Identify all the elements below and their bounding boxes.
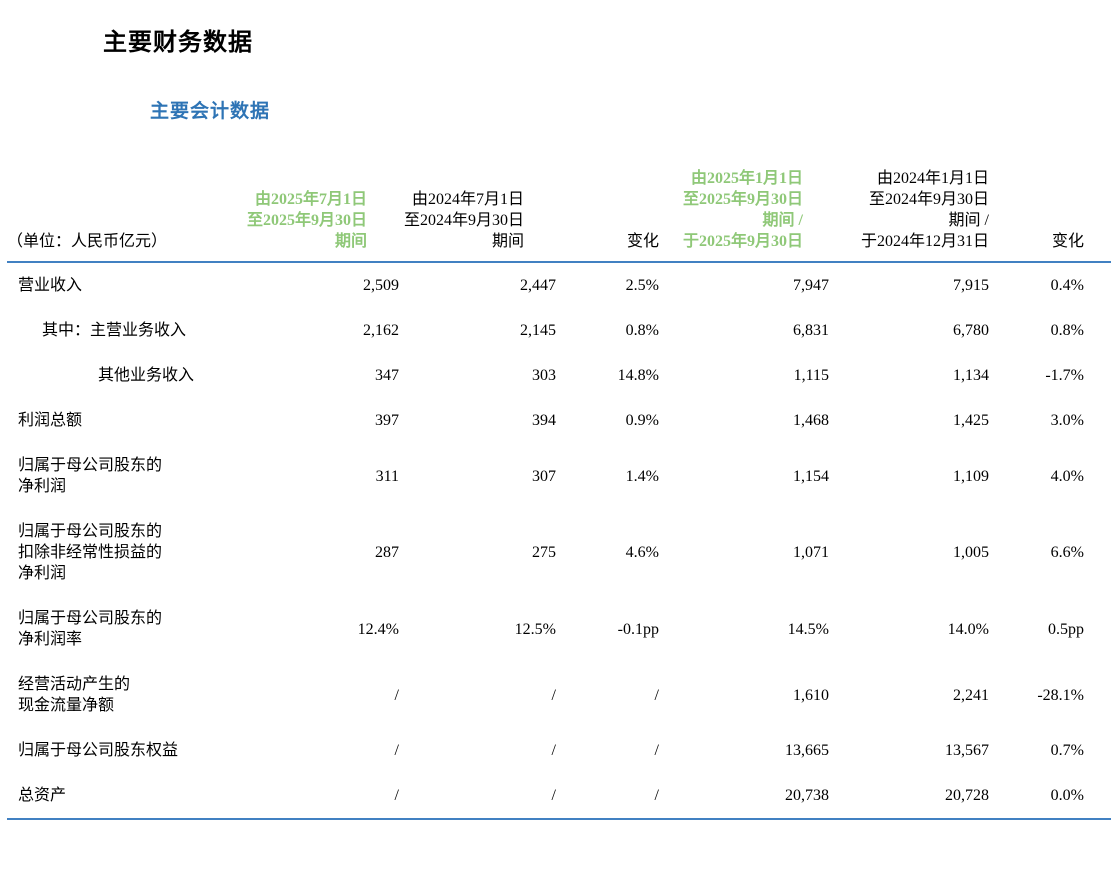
value-cell: 1,005 [953, 544, 989, 561]
row-label: 其他业务收入 [98, 367, 195, 384]
value-cell: 2,162 [363, 322, 399, 339]
row-label: 其中：主营业务收入 [42, 322, 187, 339]
value-cell: 2,241 [953, 686, 989, 704]
value-cell: 394 [532, 412, 556, 429]
financial-data-table: （单位：人民币亿元） 由2025年7月1日 至2025年9月30日 期间 由202… [7, 168, 1111, 820]
table-row: 归属于母公司股东权益 / / / 13,665 13,567 0.7% [7, 728, 1111, 773]
table-row: 营业收入 2,509 2,447 2.5% 7,947 7,915 0.4% [7, 262, 1111, 308]
unit-label: （单位：人民币亿元） [7, 168, 229, 263]
row-label: 归属于母公司股东权益 [18, 742, 179, 759]
value-cell: 1,115 [793, 367, 829, 384]
value-cell: / [551, 742, 556, 759]
value-cell: 7,947 [793, 277, 829, 294]
value-cell: 14.0% [947, 620, 989, 638]
value-cell: 12.4% [357, 620, 399, 638]
row-label: 归属于母公司股东的 净利润率 [18, 610, 163, 648]
table-row: 利润总额 397 394 0.9% 1,468 1,425 3.0% [7, 398, 1111, 443]
value-cell: 4.0% [1050, 467, 1084, 485]
table-header: （单位：人民币亿元） 由2025年7月1日 至2025年9月30日 期间 由202… [7, 168, 1111, 263]
value-cell: / [399, 773, 556, 820]
table-row: 其他业务收入 347 303 14.8% 1,115 1,134 -1.7% [7, 353, 1111, 398]
value-cell: -1.7% [1045, 367, 1084, 384]
value-cell: 1,468 [793, 412, 829, 429]
value-cell: 1,109 [953, 467, 989, 485]
header-row: （单位：人民币亿元） 由2025年7月1日 至2025年9月30日 期间 由202… [7, 168, 1111, 263]
column-header: 由2025年1月1日 至2025年9月30日 期间 / 于2025年9月30日 [659, 168, 829, 263]
table-row: 归属于母公司股东的 净利润率 12.4% 12.5% -0.1pp 14.5% 14.0%… [7, 596, 1111, 662]
value-cell: 20,738 [659, 773, 829, 820]
value-cell: 14.8% [617, 367, 659, 384]
row-label: 归属于母公司股东的 净利润 [18, 457, 163, 495]
value-cell: 0.8% [625, 322, 659, 339]
value-cell: 397 [375, 412, 399, 429]
value-cell: 0.5pp [1048, 620, 1084, 638]
value-cell: / [551, 686, 556, 704]
table-row: 归属于母公司股东的 扣除非经常性损益的 净利润 287 275 4.6% 1,071 1,… [7, 509, 1111, 596]
value-cell: / [654, 686, 659, 704]
value-cell: 0.0% [989, 773, 1111, 820]
value-cell: / [229, 773, 399, 820]
table-row: 总资产 / //20,738 20,728 0.0% [7, 773, 1111, 820]
value-cell: 0.8% [1050, 322, 1084, 339]
column-header: 变化 [989, 168, 1111, 263]
table-body: 营业收入 2,509 2,447 2.5% 7,947 7,915 0.4% 其中：主营业务收… [7, 262, 1111, 820]
value-cell: 1,425 [953, 412, 989, 429]
value-cell: -0.1pp [617, 620, 659, 638]
value-cell: / [394, 742, 399, 759]
value-cell: 2,509 [363, 277, 399, 294]
row-label: 利润总额 [18, 412, 83, 429]
value-cell: 1,071 [793, 544, 829, 561]
value-cell: 6,831 [793, 322, 829, 339]
table-row: 经营活动产生的 现金流量净额 / / / 1,610 2,241 -28.1% [7, 662, 1111, 728]
value-cell: -28.1% [1037, 686, 1084, 704]
column-header: 由2025年7月1日 至2025年9月30日 期间 [229, 168, 399, 263]
value-cell: 347 [375, 367, 399, 384]
value-cell: 3.0% [1050, 412, 1084, 429]
value-cell: 1,610 [793, 686, 829, 704]
value-cell: 0.4% [1050, 277, 1084, 294]
value-cell: 14.5% [787, 620, 829, 638]
value-cell: 311 [375, 467, 399, 485]
value-cell: 303 [532, 367, 556, 384]
value-cell: 2,447 [520, 277, 556, 294]
column-header: 由2024年7月1日 至2024年9月30日 期间 [399, 168, 556, 263]
value-cell: 287 [375, 544, 399, 561]
value-cell: 2.5% [625, 277, 659, 294]
value-cell: 2,145 [520, 322, 556, 339]
value-cell: 275 [532, 544, 556, 561]
value-cell: / [394, 686, 399, 704]
row-label: 归属于母公司股东的 扣除非经常性损益的 净利润 [18, 523, 163, 582]
row-label: 总资产 [7, 773, 229, 820]
value-cell: 0.9% [625, 412, 659, 429]
row-label: 经营活动产生的 现金流量净额 [18, 676, 131, 714]
value-cell: 6,780 [953, 322, 989, 339]
column-header: 变化 [556, 168, 659, 263]
page-title: 主要财务数据 [103, 30, 253, 56]
table-row: 其中：主营业务收入 2,162 2,145 0.8% 6,831 6,780 0.8% [7, 308, 1111, 353]
value-cell: 20,728 [829, 773, 989, 820]
row-label: 营业收入 [18, 277, 83, 294]
value-cell: 13,567 [945, 742, 989, 759]
value-cell: 0.7% [1050, 742, 1084, 759]
value-cell: 1,134 [953, 367, 989, 384]
section-subtitle: 主要会计数据 [150, 101, 271, 122]
value-cell: 1,154 [793, 467, 829, 485]
value-cell: / [556, 773, 659, 820]
value-cell: 307 [532, 467, 556, 485]
table-row: 归属于母公司股东的 净利润 311 307 1.4% 1,154 1,109 4.0% [7, 443, 1111, 509]
value-cell: 7,915 [953, 277, 989, 294]
value-cell: 6.6% [1050, 544, 1084, 561]
value-cell: / [654, 742, 659, 759]
column-header: 由2024年1月1日 至2024年9月30日 期间 / 于2024年12月31日 [829, 168, 989, 263]
value-cell: 1.4% [625, 467, 659, 485]
value-cell: 12.5% [514, 620, 556, 638]
value-cell: 13,665 [785, 742, 829, 759]
value-cell: 4.6% [625, 544, 659, 561]
